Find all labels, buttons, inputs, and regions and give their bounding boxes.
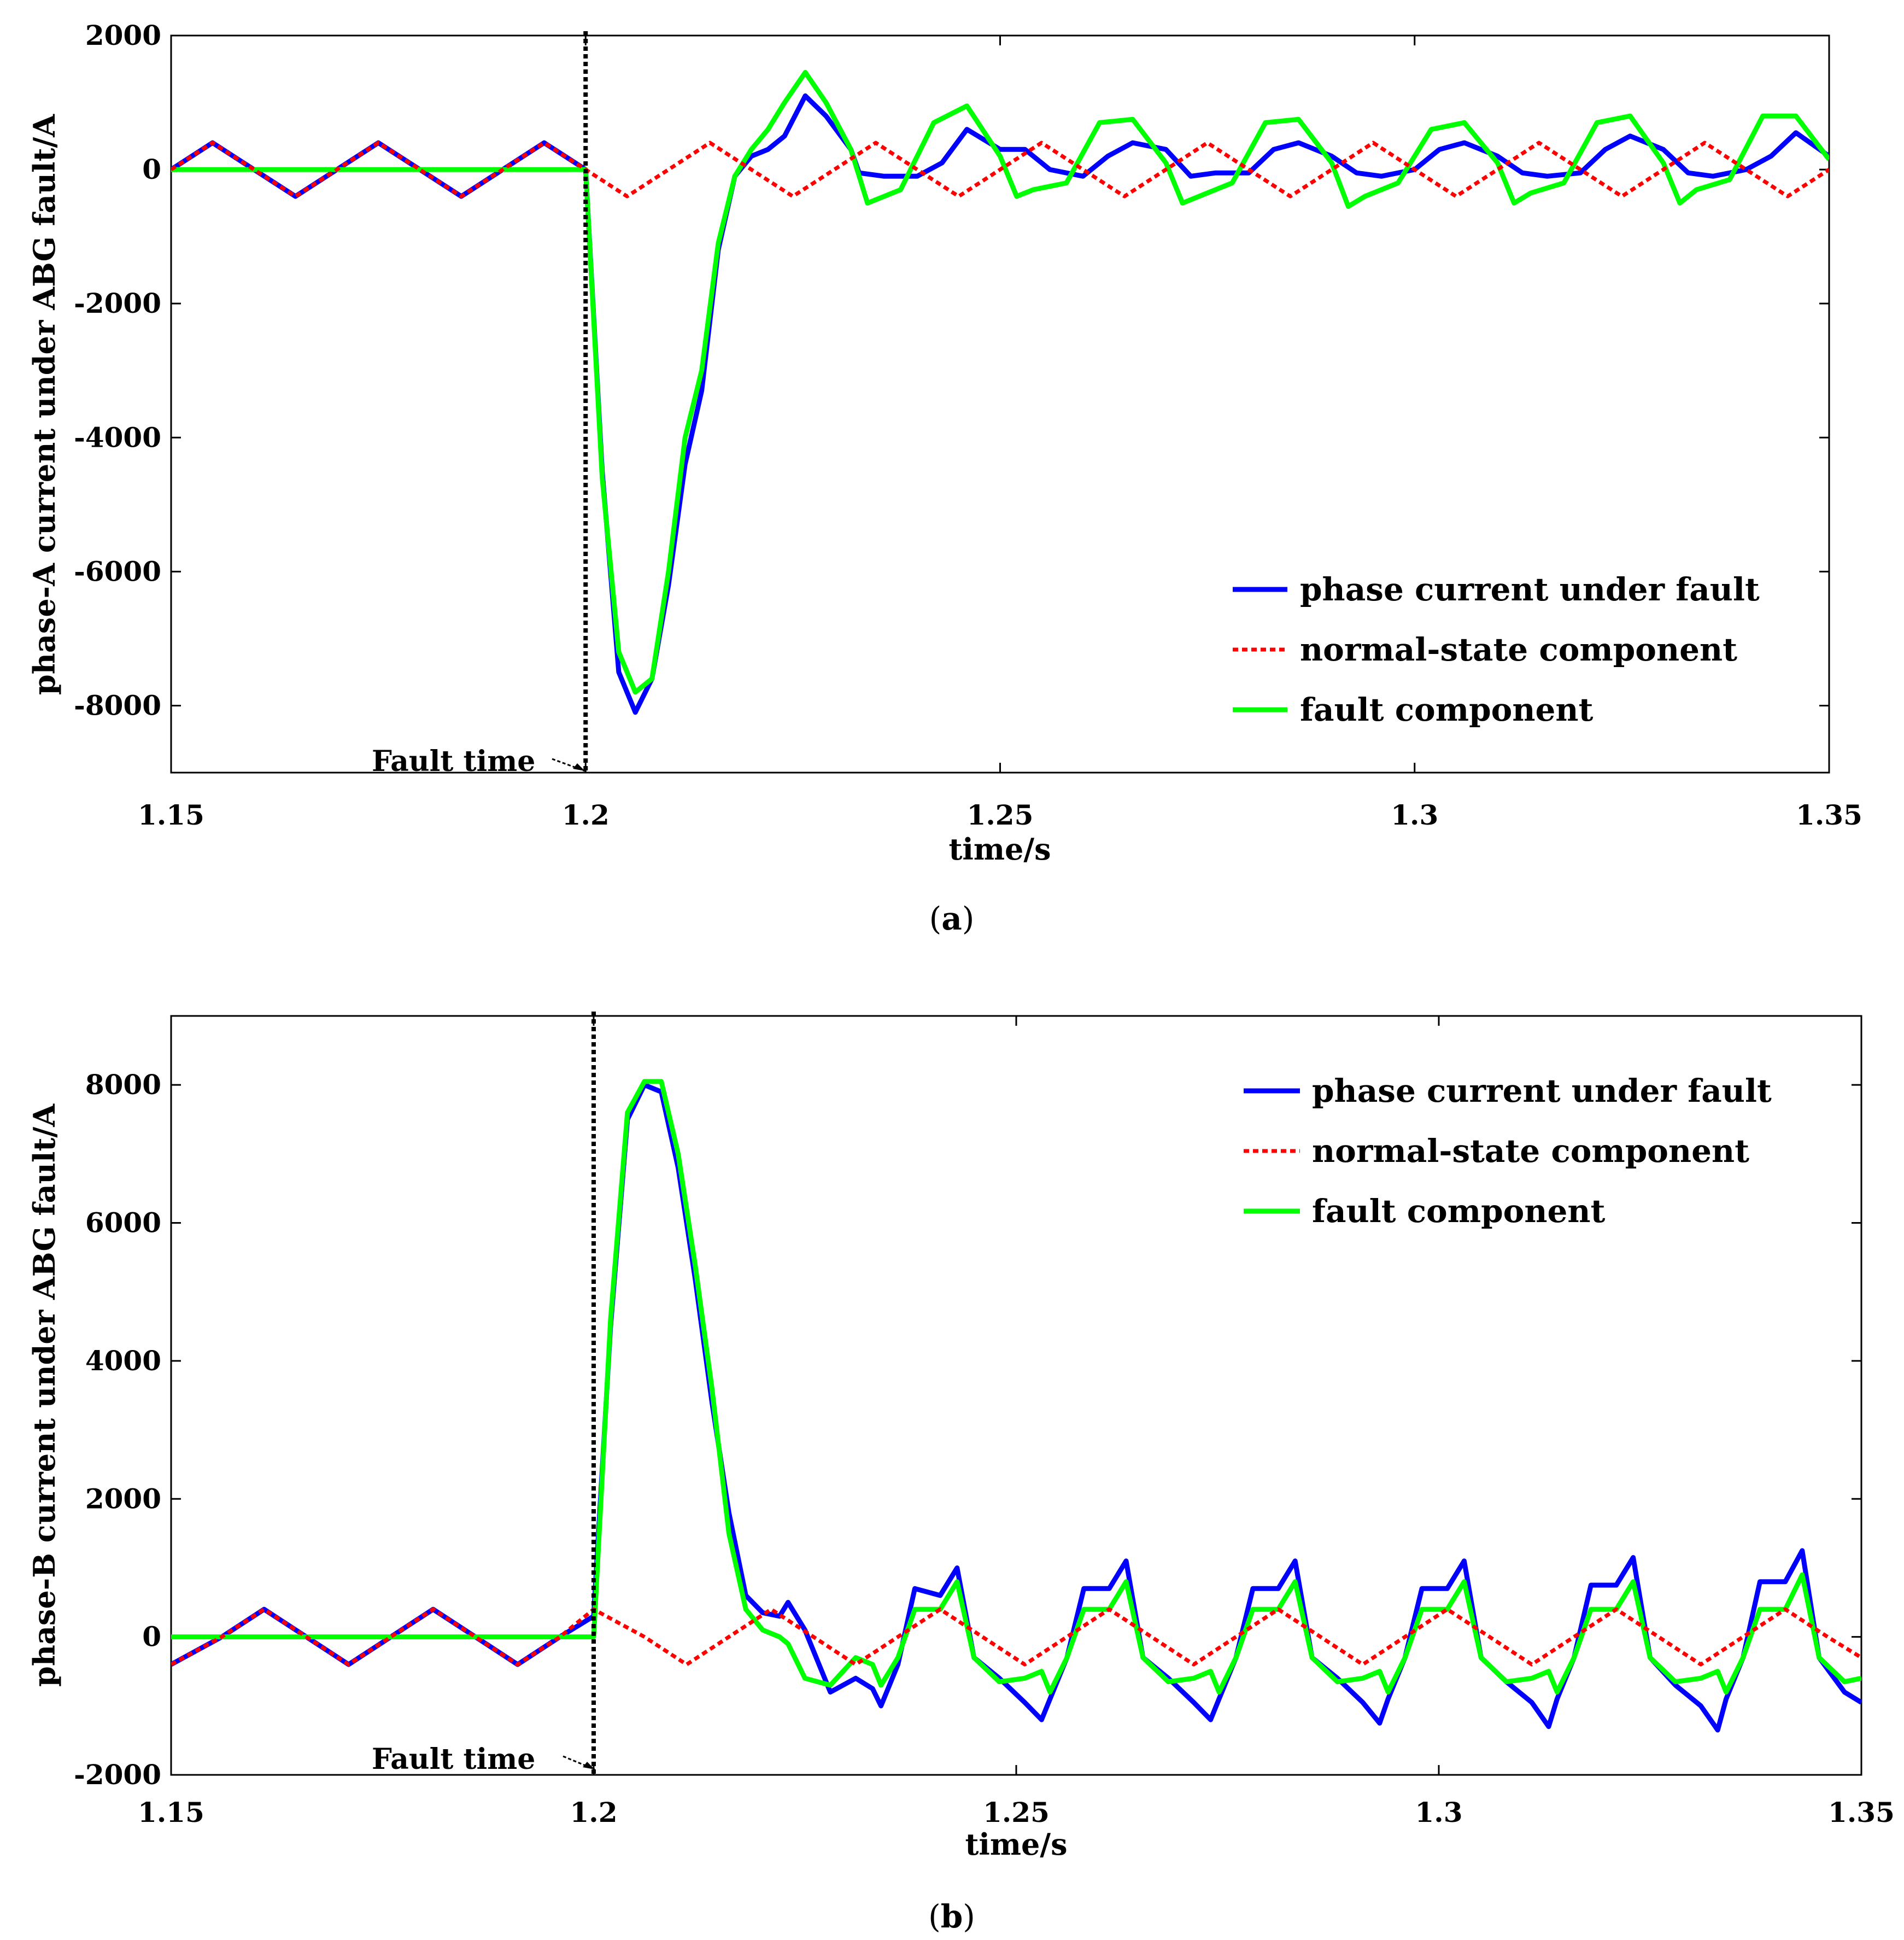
fault-time-arrowhead-a [573, 763, 585, 771]
y-tick-label-a-2: -2000 [74, 287, 161, 319]
legend-label-a-2: fault component [1300, 691, 1593, 728]
caption-b-open: ( [928, 1898, 941, 1935]
y-axis-label-b: phase-B current under ABG fault/A [27, 1103, 62, 1687]
series-group-b [171, 1079, 1861, 1733]
caption-a: (a) [929, 900, 975, 937]
x-tick-label-a-0: 1.15 [138, 799, 204, 831]
y-tick-label-b-0: 8000 [85, 1068, 161, 1101]
series-group-a [171, 69, 1829, 715]
legend-label-b-0: phase current under fault [1312, 1072, 1772, 1109]
x-tick-label-a-1: 1.2 [562, 799, 610, 831]
y-tick-label-b-4: 0 [142, 1621, 161, 1653]
y-tick-label-b-3: 2000 [85, 1482, 161, 1515]
y-tick-label-a-0: 2000 [85, 19, 161, 51]
series-line-a-normal_state [171, 141, 1829, 198]
panel-a: phase-A current under ABG fault/A time/s… [27, 19, 1862, 937]
series-line-b-fault_current [171, 1082, 1861, 1733]
x-axis-label-b: time/s [965, 1827, 1067, 1862]
x-tick-label-b-1: 1.2 [570, 1796, 618, 1828]
series-line-a-fault_component [171, 69, 1829, 695]
y-axis-label-a: phase-A current under ABG fault/A [27, 114, 62, 695]
x-tick-label-a-4: 1.35 [1796, 799, 1862, 831]
fault-time-label-b: Fault time [372, 1743, 535, 1776]
x-tick-label-b-0: 1.15 [138, 1796, 204, 1828]
y-tick-label-a-4: -6000 [74, 555, 161, 587]
x-axis-label-a: time/s [948, 832, 1051, 867]
y-tick-label-a-3: -4000 [74, 421, 161, 453]
caption-a-label: a [941, 900, 962, 937]
panel-b: phase-B current under ABG fault/A time/s… [27, 1012, 1895, 1935]
caption-b-label: b [941, 1898, 963, 1935]
y-tick-label-a-1: 0 [142, 153, 161, 185]
y-tick-label-b-5: -2000 [74, 1758, 161, 1791]
legend-label-b-2: fault component [1312, 1193, 1606, 1230]
fault-time-label-a: Fault time [372, 745, 535, 778]
caption-a-open: ( [929, 900, 942, 937]
x-tick-label-a-3: 1.3 [1391, 799, 1438, 831]
caption-a-close: ) [962, 900, 975, 937]
y-tick-label-b-2: 4000 [85, 1345, 161, 1377]
fault-time-arrowhead-b [583, 1762, 595, 1769]
x-tick-label-a-2: 1.25 [967, 799, 1034, 831]
x-tick-label-b-2: 1.25 [983, 1796, 1050, 1828]
x-tick-label-b-3: 1.3 [1415, 1796, 1463, 1828]
legend-label-a-1: normal-state component [1300, 631, 1737, 668]
legend-label-a-0: phase current under fault [1300, 571, 1760, 608]
legend-label-b-1: normal-state component [1312, 1132, 1749, 1170]
caption-b: (b) [928, 1898, 975, 1935]
series-line-b-fault_component [171, 1079, 1861, 1695]
y-tick-label-b-1: 6000 [85, 1207, 161, 1239]
series-line-b-normal_state [171, 1607, 1861, 1667]
y-tick-label-a-5: -8000 [74, 689, 161, 721]
caption-b-close: ) [963, 1898, 975, 1935]
x-tick-label-b-4: 1.35 [1828, 1796, 1895, 1828]
